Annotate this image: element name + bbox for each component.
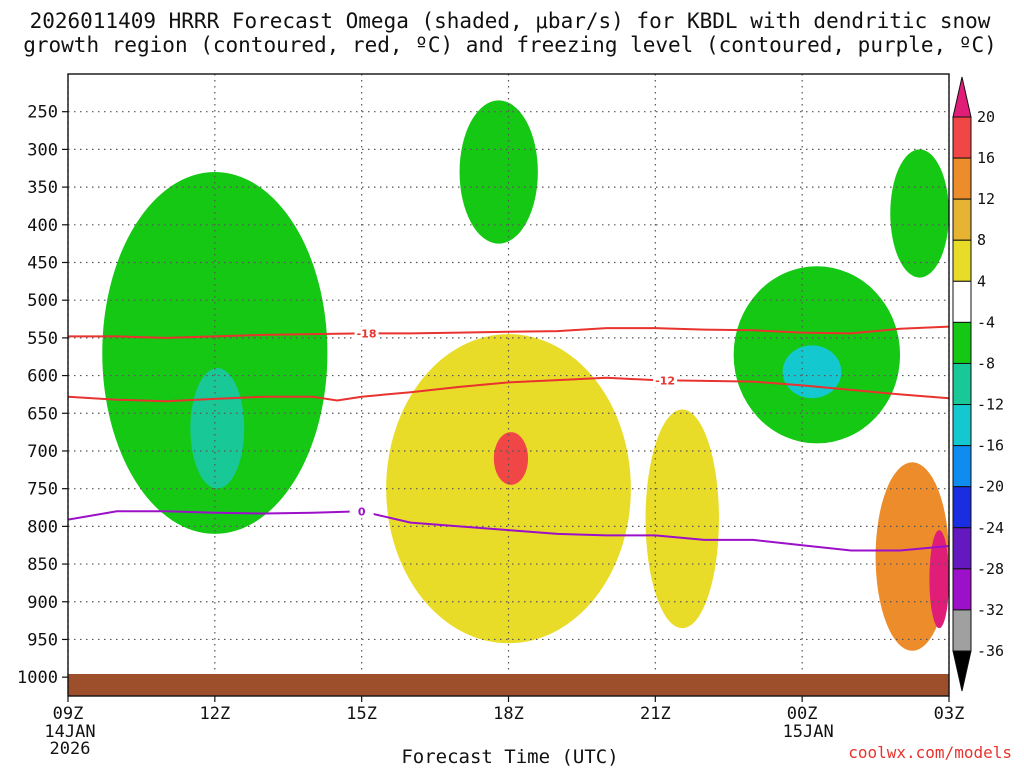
x-tick-sublabel: 2026 xyxy=(50,739,91,759)
y-axis-pressure-ticks: 250 300 350 400 450 500 550 600 650 700 750 800 850 9… xyxy=(17,103,68,688)
colorbar-bin xyxy=(952,280,972,323)
contour-label-0: 0 xyxy=(358,505,366,518)
y-tick-label-900: 900 xyxy=(27,593,58,613)
contour-freezing-level-0C xyxy=(68,510,949,552)
x-tick-sublabel: 15JAN xyxy=(783,722,834,742)
credit-text: coolwx.com/models xyxy=(848,743,1012,762)
contour-labels: -18 -12 0 xyxy=(349,326,678,519)
contour-isotherm--12C xyxy=(68,376,949,403)
contour-isotherm--18C xyxy=(68,325,949,339)
x-tick-label-03Z: 03Z xyxy=(934,704,965,724)
y-tick-label-1000: 1000 xyxy=(17,668,58,688)
contour-label--12: -12 xyxy=(655,374,675,387)
y-tick-label-550: 550 xyxy=(27,329,58,349)
x-tick-label-09Z: 09Z xyxy=(53,704,84,724)
omega-region-downward-peak-18z xyxy=(493,432,529,485)
chart-title-line-1: 2026011409 HRRR Forecast Omega (shaded, … xyxy=(30,9,991,33)
colorbar-label--16: -16 xyxy=(977,437,1004,455)
colorbar-label-4: 4 xyxy=(977,272,986,290)
x-tick-sublabel: 14JAN xyxy=(44,722,95,742)
y-tick-label-450: 450 xyxy=(27,253,58,273)
x-tick-label-15Z: 15Z xyxy=(346,704,377,724)
colorbar-label--12: -12 xyxy=(977,396,1004,414)
colorbar-label-20: 20 xyxy=(977,108,995,126)
x-axis-label: Forecast Time (UTC) xyxy=(401,746,618,768)
colorbar-bin xyxy=(952,568,972,611)
omega-region-upward-core-12z xyxy=(190,368,245,489)
x-tick-label-00Z: 00Z xyxy=(787,704,818,724)
contour-label-bg xyxy=(653,373,678,388)
colorbar-bin xyxy=(952,157,972,200)
colorbar-label--4: -4 xyxy=(977,313,995,331)
colorbar-label--32: -32 xyxy=(977,601,1004,619)
colorbar-bin xyxy=(952,527,972,570)
y-tick-label-300: 300 xyxy=(27,140,58,160)
colorbar-label--36: -36 xyxy=(977,642,1004,660)
colorbar-bin xyxy=(952,445,972,488)
chart-title-line-2: growth region (contoured, red, ºC) and f… xyxy=(23,33,997,57)
colorbar-bin xyxy=(952,198,972,241)
omega-region-downward-motion-21z xyxy=(645,409,719,629)
y-tick-label-500: 500 xyxy=(27,291,58,311)
x-tick-label-21Z: 21Z xyxy=(640,704,671,724)
y-tick-label-250: 250 xyxy=(27,103,58,123)
colorbar-label--24: -24 xyxy=(977,519,1004,537)
colorbar-label--28: -28 xyxy=(977,560,1004,578)
contour-label-bg xyxy=(354,326,379,341)
omega-region-upward-motion-03z-edge xyxy=(890,149,949,278)
colorbar-bin xyxy=(952,116,972,159)
y-tick-label-950: 950 xyxy=(27,630,58,650)
colorbar-label-8: 8 xyxy=(977,231,986,249)
omega-region-downward-peak-03z xyxy=(929,530,949,629)
y-tick-label-600: 600 xyxy=(27,367,58,387)
y-tick-label-850: 850 xyxy=(27,555,58,575)
colorbar-bin xyxy=(952,239,972,282)
colorbar-label--8: -8 xyxy=(977,354,995,372)
colorbar-bin xyxy=(952,362,972,406)
omega-region-upward-motion-18z-upper xyxy=(459,100,538,244)
contour-label-bg xyxy=(349,504,374,519)
y-tick-label-400: 400 xyxy=(27,216,58,236)
y-tick-label-700: 700 xyxy=(27,442,58,462)
y-tick-label-350: 350 xyxy=(27,178,58,198)
colorbar-bin xyxy=(952,321,972,364)
colorbar-bin-below-minus-36 xyxy=(952,650,972,692)
omega-region-downward-motion-03z xyxy=(875,462,949,651)
colorbar: 20 16 12 8 4 -4 -8 -12 -16 -20 -24 -28 -32 -36 xyxy=(952,76,1004,692)
omega-region-upward-core-00z xyxy=(782,345,842,399)
y-tick-label-800: 800 xyxy=(27,517,58,537)
colorbar-bin xyxy=(952,609,972,652)
colorbar-label-16: 16 xyxy=(977,149,995,167)
temperature-contours xyxy=(68,325,949,552)
contour-label--18: -18 xyxy=(357,327,377,340)
colorbar-bin xyxy=(952,486,972,529)
x-tick-label-18Z: 18Z xyxy=(493,704,524,724)
colorbar-bin-above-20 xyxy=(952,76,972,118)
colorbar-label--20: -20 xyxy=(977,478,1004,496)
y-tick-label-750: 750 xyxy=(27,480,58,500)
colorbar-bin xyxy=(952,404,972,447)
surface-ground-band xyxy=(68,674,949,696)
y-tick-label-650: 650 xyxy=(27,404,58,424)
colorbar-label-12: 12 xyxy=(977,190,995,208)
x-tick-label-12Z: 12Z xyxy=(199,704,230,724)
